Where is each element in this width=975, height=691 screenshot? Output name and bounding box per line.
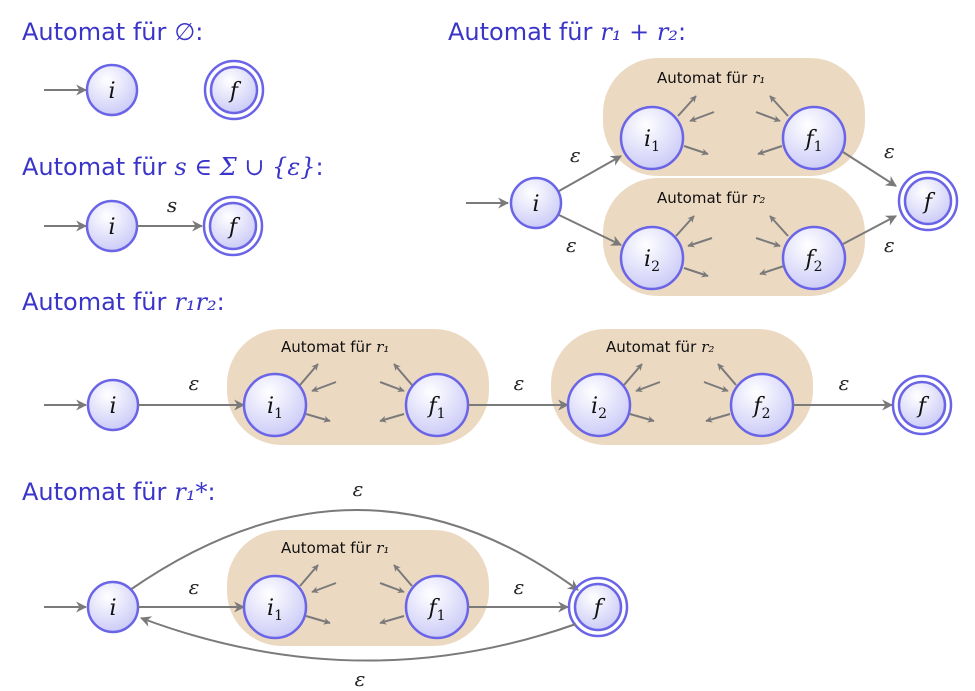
svg-text:i: i <box>109 596 116 621</box>
heading-concatenation: Automat für r₁r₂: <box>22 288 225 316</box>
edge-eps-i-to-i1 <box>558 155 622 192</box>
edge-eps-i-to-i2 <box>558 214 622 246</box>
state-f1: f1 <box>404 574 470 640</box>
heading-symbol: Automat für s ∈ Σ ∪ {ε}: <box>22 153 324 181</box>
state-i: i <box>509 176 563 230</box>
state-i: i <box>85 199 139 253</box>
edge-eps-f2-to-f <box>842 215 897 245</box>
box-title-r1: Automat für r₁ <box>657 69 765 87</box>
box-title-r2: Automat für r₂ <box>606 338 714 356</box>
edge-label-eps: ε <box>189 575 200 599</box>
state-f-final: f <box>897 170 959 232</box>
internal-transitions-r1 <box>299 363 413 423</box>
state-f2: f2 <box>781 225 847 291</box>
svg-text:i1: i1 <box>267 596 283 624</box>
edge-label-eps: ε <box>884 233 895 257</box>
state-f-final: f <box>203 59 265 121</box>
svg-text:i: i <box>109 394 116 419</box>
edge-eps-f1-to-f <box>842 151 897 187</box>
box-title-r2: Automat für r₂ <box>657 189 765 207</box>
edge-label-eps: ε <box>353 477 364 501</box>
internal-transitions-r1 <box>299 564 413 625</box>
state-i1: i1 <box>242 574 308 640</box>
state-f1: f1 <box>781 105 847 171</box>
panel-symbol: Automat für s ∈ Σ ∪ {ε}: i s f <box>22 153 324 257</box>
heading-empty-set: Automat für ∅: <box>22 18 203 46</box>
box-title-r1: Automat für r₁ <box>281 539 389 557</box>
state-i: i <box>86 580 140 634</box>
edge-label-eps: ε <box>884 139 895 163</box>
state-i2: i2 <box>566 372 632 438</box>
state-f-final: f <box>202 195 264 257</box>
state-i: i <box>86 378 140 432</box>
heading-union: Automat für r₁ + r₂: <box>448 18 686 46</box>
state-i1: i1 <box>619 105 685 171</box>
state-f1: f1 <box>404 372 470 438</box>
svg-text:i: i <box>108 79 115 104</box>
edge-label-eps: ε <box>566 233 577 257</box>
edge-label-eps: ε <box>514 575 525 599</box>
state-f-final: f <box>891 374 953 436</box>
panel-empty-set: Automat für ∅: i f <box>22 18 265 121</box>
state-f-final: f <box>567 576 629 638</box>
heading-kleene-star: Automat für r₁*: <box>22 478 216 506</box>
panel-concatenation: Automat für r₁r₂: Automat für r₁ Automat f… <box>22 288 953 445</box>
state-i: i <box>85 63 139 117</box>
svg-text:i1: i1 <box>644 127 660 155</box>
internal-transitions-r2 <box>623 363 737 423</box>
svg-text:i: i <box>532 192 539 217</box>
state-f2: f2 <box>729 372 795 438</box>
edge-label-eps: ε <box>839 371 850 395</box>
edge-label-eps: ε <box>570 143 581 167</box>
internal-transitions-r2 <box>675 215 789 278</box>
svg-text:i1: i1 <box>267 394 283 422</box>
state-i2: i2 <box>619 225 685 291</box>
edge-label-eps: ε <box>355 667 366 691</box>
edge-label-eps: ε <box>189 371 200 395</box>
state-i1: i1 <box>242 372 308 438</box>
internal-transitions-r1 <box>677 95 789 156</box>
panel-union: Automat für r₁ + r₂: Automat für r₁ Automa… <box>448 18 959 296</box>
edge-label-s: s <box>167 193 177 217</box>
edge-eps-i-to-f-bypass <box>129 509 579 591</box>
edge-label-eps: ε <box>514 371 525 395</box>
panel-kleene-star: Automat für r₁*: Automat für r₁ ε i ε i1 <box>22 477 629 691</box>
edge-eps-f-to-i-loop <box>139 616 577 662</box>
svg-text:i2: i2 <box>591 394 607 422</box>
svg-text:i2: i2 <box>644 247 660 275</box>
svg-text:i: i <box>108 215 115 240</box>
box-title-r1: Automat für r₁ <box>281 338 389 356</box>
